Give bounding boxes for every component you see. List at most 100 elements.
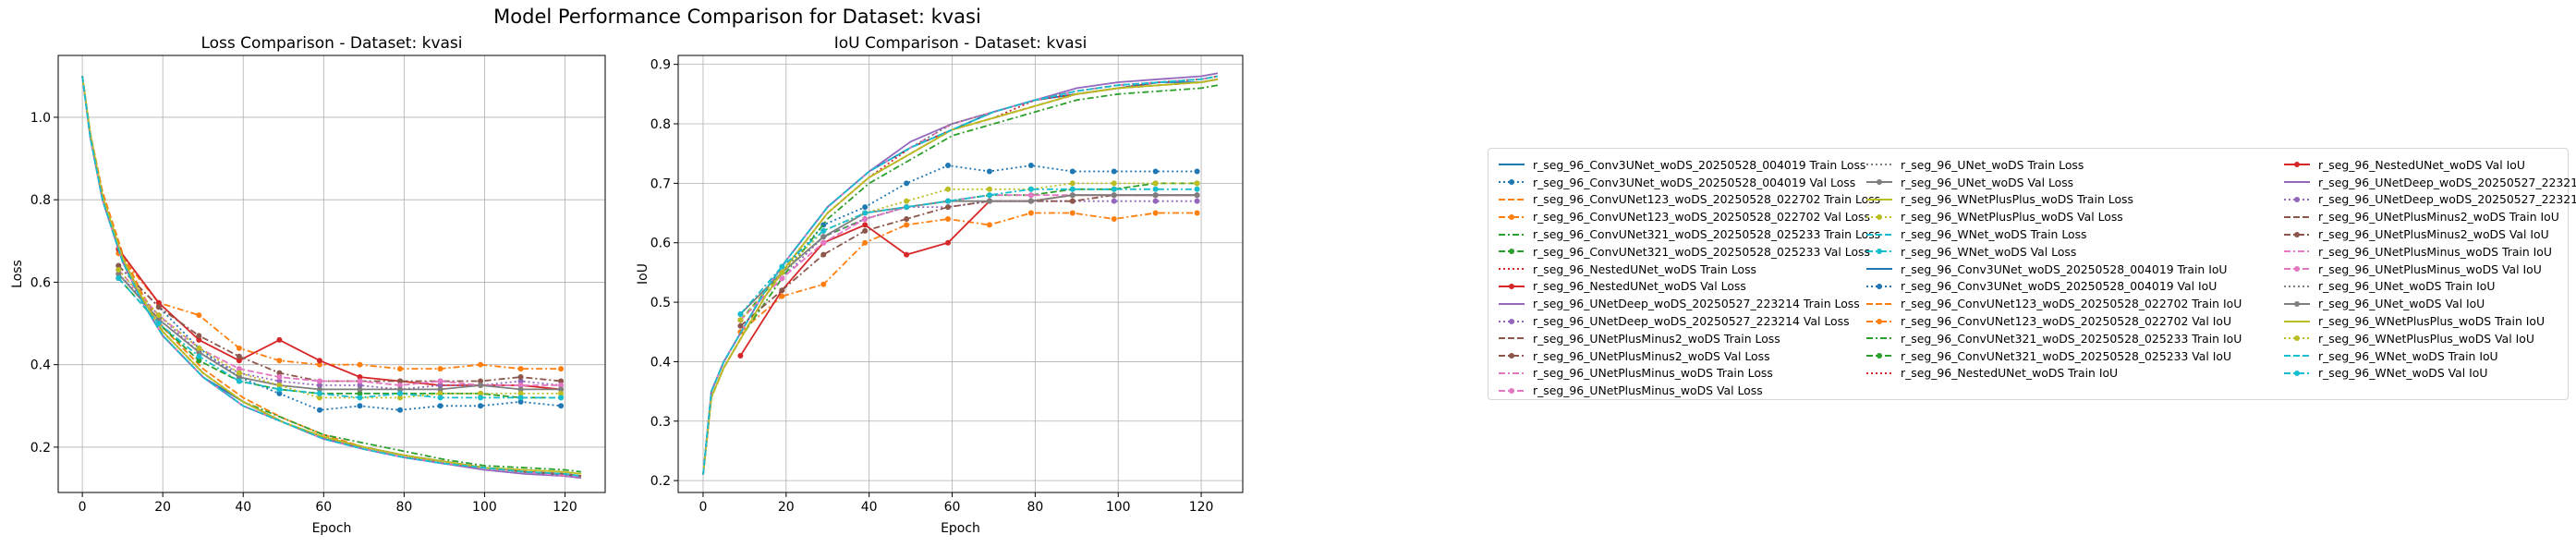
chart-title: IoU Comparison - Dataset: kvasi <box>834 34 1088 53</box>
legend-item: r_seg_96_Conv3UNet_woDS_20250528_004019 … <box>1865 278 2242 296</box>
legend-swatch-marker <box>1877 249 1882 255</box>
legend-label: r_seg_96_WNet_woDS Train Loss <box>1901 227 2087 242</box>
legend-item: r_seg_96_ConvUNet321_woDS_20250528_02523… <box>1865 330 2242 347</box>
legend-label: r_seg_96_WNetPlusPlus_woDS Train Loss <box>1901 192 2133 207</box>
data-point <box>357 374 363 381</box>
legend-swatch <box>1866 233 1892 236</box>
data-point <box>904 180 910 187</box>
legend-swatch-marker <box>1509 249 1514 255</box>
data-point <box>478 361 484 368</box>
data-point <box>517 366 524 372</box>
data-point <box>779 263 785 270</box>
data-point <box>155 321 162 327</box>
series-line <box>117 249 562 391</box>
legend-swatch <box>1499 387 1525 394</box>
y-tick-label: 0.2 <box>650 474 671 489</box>
legend-item: r_seg_96_ConvUNet123_woDS_20250528_02270… <box>1498 208 1880 225</box>
data-point <box>357 390 363 396</box>
series-line <box>81 76 582 478</box>
data-point <box>437 366 444 372</box>
legend-label: r_seg_96_UNet_woDS Train Loss <box>1901 157 2084 172</box>
legend-item: r_seg_96_UNetPlusMinus_woDS Train Loss <box>1498 365 1880 383</box>
x-tick-label: 60 <box>315 500 332 515</box>
data-point <box>196 349 202 356</box>
legend-swatch-marker <box>1509 283 1514 289</box>
data-point <box>397 382 403 388</box>
legend-label: r_seg_96_NestedUNet_woDS Train IoU <box>1901 366 2119 381</box>
legend-label: r_seg_96_UNetDeep_woDS_20250527_223214 V… <box>2318 192 2576 207</box>
legend-item: r_seg_96_ConvUNet123_woDS_20250528_02270… <box>1865 312 2242 330</box>
data-point <box>558 386 565 393</box>
data-point <box>986 198 992 204</box>
data-point <box>478 395 484 401</box>
plot-frame <box>57 55 606 493</box>
legend-item: r_seg_96_NestedUNet_woDS Val Loss <box>1498 278 1880 296</box>
data-point <box>820 281 827 287</box>
legend-label: r_seg_96_UNetPlusMinus2_woDS Val IoU <box>2318 227 2549 242</box>
legend-swatch <box>1499 198 1525 201</box>
x-tick-label: 0 <box>79 500 87 515</box>
legend-swatch <box>2284 355 2310 358</box>
data-point <box>558 366 565 372</box>
legend-swatch <box>1866 283 1892 289</box>
data-point <box>558 382 565 388</box>
series-line <box>81 76 582 473</box>
data-point <box>1069 180 1075 187</box>
legend-swatch <box>2284 250 2310 253</box>
legend-swatch <box>1866 268 1892 271</box>
data-point <box>196 336 202 343</box>
series-line <box>739 194 1197 322</box>
data-point <box>1194 210 1200 216</box>
data-point <box>1194 186 1200 192</box>
series-line <box>117 273 562 391</box>
legend-swatch <box>1499 337 1525 340</box>
legend-item: r_seg_96_UNet_woDS Val IoU <box>2283 295 2576 312</box>
legend-item: r_seg_96_WNetPlusPlus_woDS Train Loss <box>1865 191 2242 209</box>
data-point <box>236 345 242 351</box>
legend-label: r_seg_96_UNet_woDS Val IoU <box>2318 297 2485 311</box>
legend-swatch <box>2284 335 2310 342</box>
legend-item: r_seg_96_UNetDeep_woDS_20250527_223214 V… <box>2283 191 2576 209</box>
data-point <box>357 378 363 384</box>
data-point <box>1152 210 1159 216</box>
legend-swatch <box>1499 233 1525 236</box>
data-point <box>357 361 363 368</box>
data-point <box>1152 168 1159 175</box>
data-point <box>437 386 444 393</box>
legend-swatch <box>1499 318 1525 324</box>
y-tick-label: 0.6 <box>650 237 671 251</box>
legend-swatch <box>2284 196 2310 202</box>
series-line <box>81 76 582 478</box>
series-line <box>117 273 562 391</box>
legend-label: r_seg_96_NestedUNet_woDS Train Loss <box>1533 261 1757 276</box>
data-point <box>357 382 363 388</box>
iou-chart: 0 20 40 60 80 100 120 0.2 0.3 0.4 0.5 0.6 0.7 0.8 0.9 I… <box>636 34 1244 536</box>
x-tick-label: 100 <box>1106 500 1131 515</box>
data-point <box>779 275 785 282</box>
data-point <box>357 395 363 401</box>
legend-item: r_seg_96_UNetPlusMinus_woDS Val Loss <box>1498 382 1880 399</box>
data-point <box>945 204 952 211</box>
data-point <box>276 378 283 384</box>
data-point <box>236 353 242 359</box>
legend-swatch <box>1866 249 1892 255</box>
x-tick-label: 40 <box>235 500 251 515</box>
data-point <box>1111 186 1117 192</box>
data-point <box>276 336 283 343</box>
data-point <box>986 186 992 192</box>
legend-label: r_seg_96_WNetPlusPlus_woDS Train IoU <box>2318 314 2546 329</box>
y-tick-label: 0.2 <box>30 441 51 456</box>
legend-item: r_seg_96_UNetPlusMinus_woDS Val IoU <box>2283 261 2576 278</box>
legend-column: r_seg_96_UNet_woDS Train Loss r_seg_96_UN… <box>1865 156 2242 382</box>
legend-item: r_seg_96_ConvUNet321_woDS_20250528_02523… <box>1498 225 1880 243</box>
legend-label: r_seg_96_WNet_woDS Train IoU <box>2318 348 2498 363</box>
legend-item: r_seg_96_Conv3UNet_woDS_20250528_004019 … <box>1498 156 1880 174</box>
data-point <box>862 227 869 234</box>
data-point <box>517 398 524 405</box>
legend-swatch <box>1866 213 1892 220</box>
data-point <box>1069 198 1075 204</box>
data-point <box>397 407 403 413</box>
y-tick-label: 0.3 <box>650 415 671 430</box>
data-point <box>196 345 202 351</box>
legend-item: r_seg_96_WNet_woDS Train Loss <box>1865 225 2242 243</box>
